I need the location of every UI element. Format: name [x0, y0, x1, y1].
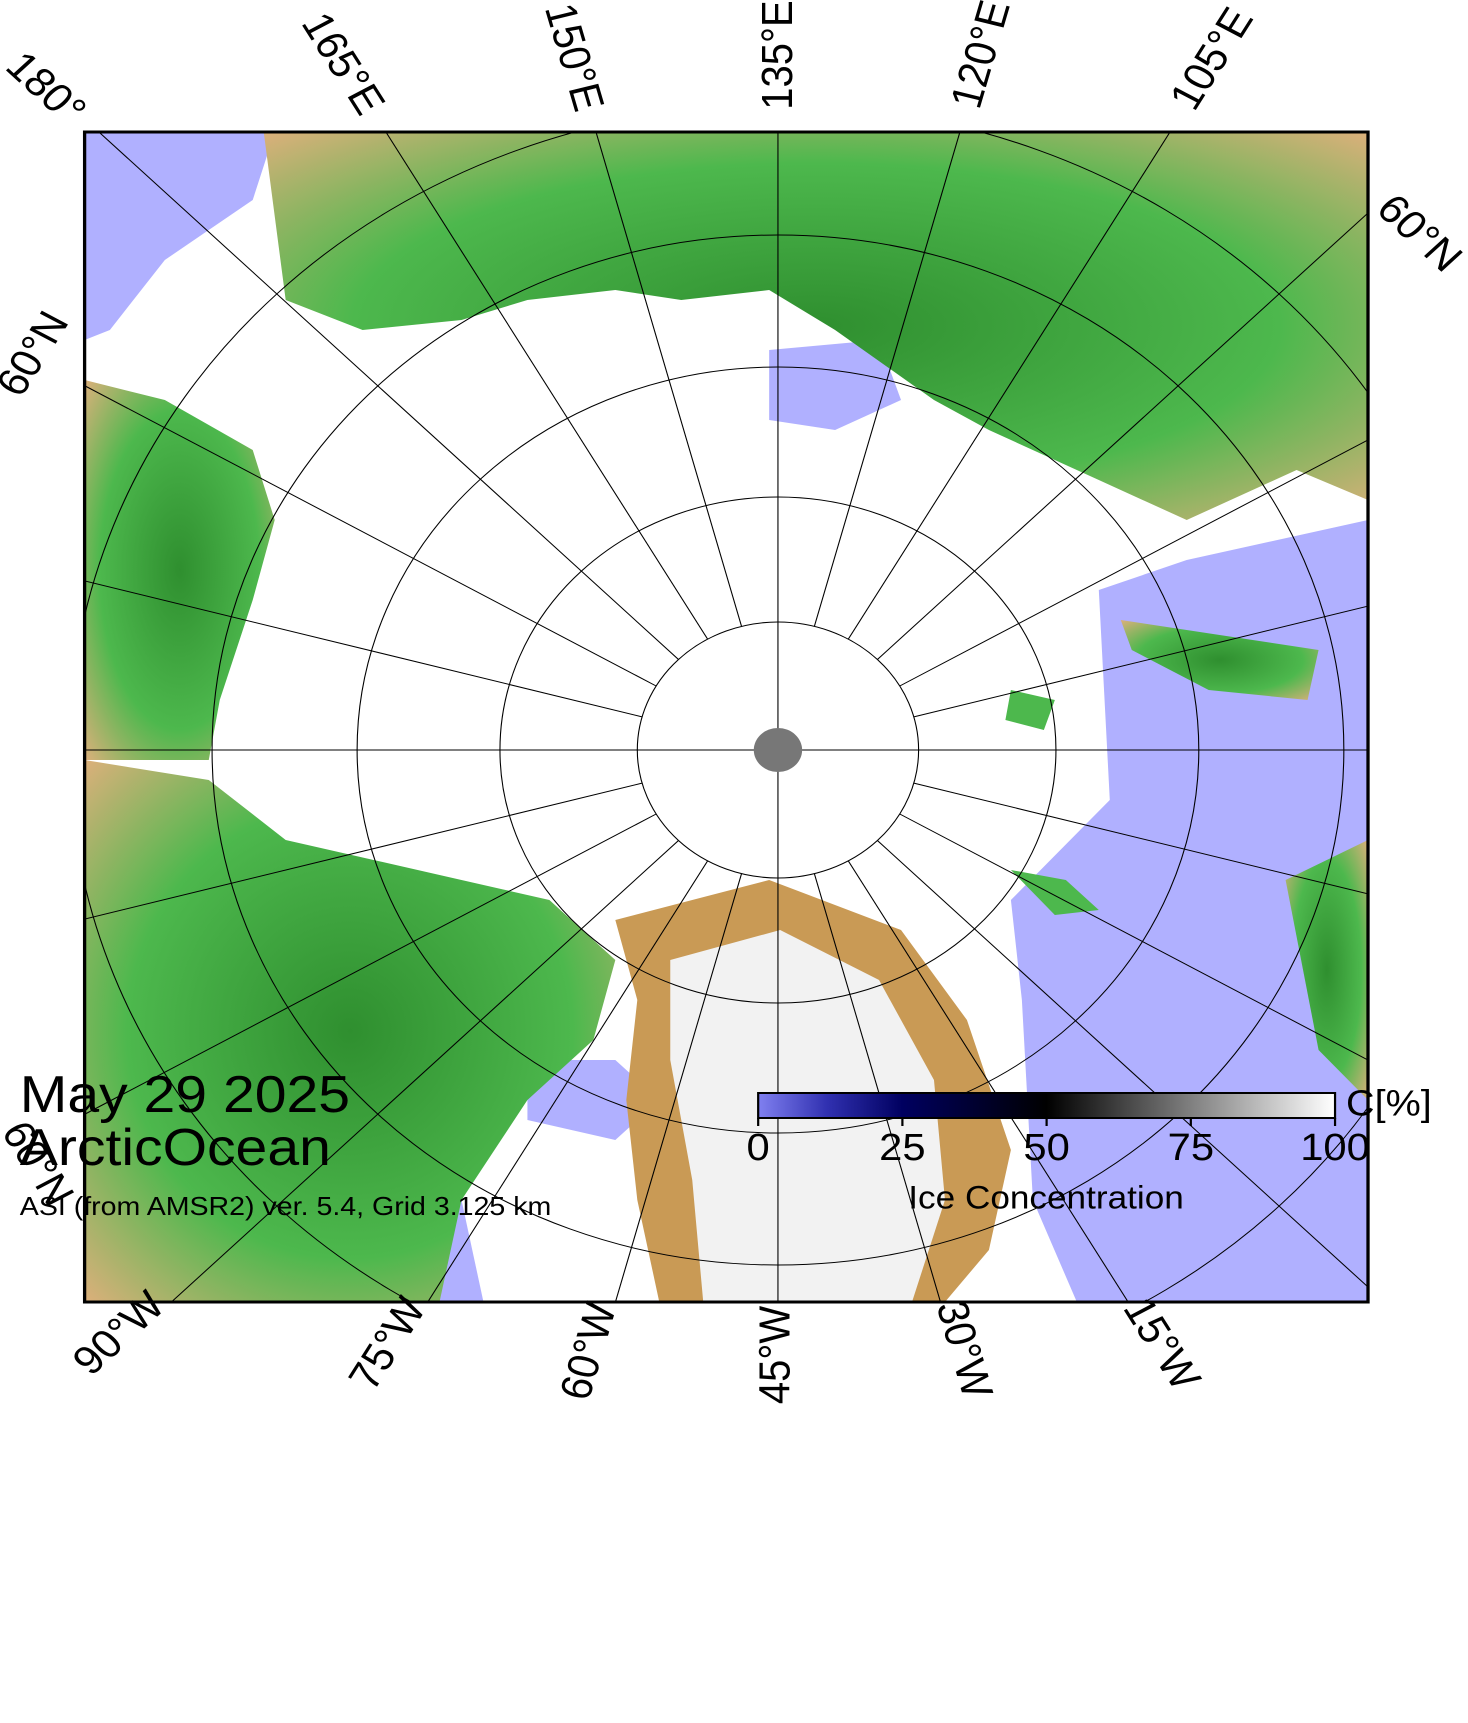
meridian: [385, 132, 709, 640]
meridian: [84, 782, 643, 920]
meridian: [813, 873, 942, 1302]
open-water: [84, 132, 275, 340]
colorbar-unit: C[%]: [1346, 1084, 1432, 1124]
meridian: [847, 132, 1171, 640]
latitude-label: 60°N: [0, 303, 78, 403]
longitude-label: 45°W: [750, 1306, 799, 1405]
meridian: [84, 385, 657, 687]
longitude-label: 15°W: [1114, 1290, 1211, 1398]
longitude-label: 105°E: [1160, 0, 1263, 117]
colorbar: [757, 1092, 1337, 1119]
land-scandinavia: [1285, 840, 1369, 1100]
colorbar-tick-label: 100: [1300, 1127, 1370, 1169]
source: ASI (from AMSR2) ver. 5.4, Grid 3.125 km: [20, 1191, 552, 1221]
meridian: [877, 212, 1369, 660]
longitude-label: 165°E: [292, 5, 395, 122]
colorbar-tick-label: 0: [747, 1127, 770, 1169]
meridian: [913, 605, 1369, 718]
pole-hole: [753, 728, 803, 772]
meridian: [614, 873, 743, 1302]
land-canada: [84, 760, 616, 1302]
meridian: [427, 860, 709, 1302]
meridian: [595, 132, 743, 627]
land-eurasia: [263, 132, 1369, 520]
longitude-label: 180°: [0, 43, 96, 133]
longitude-label: 60°W: [550, 1298, 626, 1405]
meridian: [170, 840, 679, 1302]
colorbar-tick-label: 25: [879, 1127, 925, 1169]
latitude-label: 60°N: [1368, 185, 1468, 280]
colorbar-tick-label: 50: [1023, 1127, 1069, 1169]
land-alaska: [84, 380, 275, 760]
land-novaya-zemlya: [1120, 620, 1319, 700]
open-water: [769, 340, 902, 430]
open-water: [527, 1060, 660, 1140]
meridian: [847, 860, 1129, 1302]
meridian: [813, 132, 961, 627]
longitude-label: 75°W: [339, 1289, 436, 1397]
longitude-label: 120°E: [941, 0, 1020, 113]
region: ArcticOcean: [20, 1118, 331, 1176]
date: May 29 2025: [20, 1065, 350, 1123]
land-islands: [1005, 690, 1099, 915]
longitude-label: 135°E: [752, 0, 801, 109]
longitude-label: 30°W: [927, 1296, 1003, 1403]
meridian: [899, 439, 1369, 687]
meridian: [899, 813, 1369, 1061]
colorbar-tick-label: 75: [1168, 1127, 1214, 1169]
meridian: [913, 782, 1369, 895]
meridian: [98, 132, 679, 660]
meridian: [84, 580, 643, 718]
colorbar-label: Ice Concentration: [908, 1181, 1184, 1216]
map-frame: [82, 130, 1370, 1304]
meridian: [84, 813, 657, 1115]
longitude-label: 150°E: [536, 0, 615, 116]
meridian: [877, 840, 1369, 1288]
